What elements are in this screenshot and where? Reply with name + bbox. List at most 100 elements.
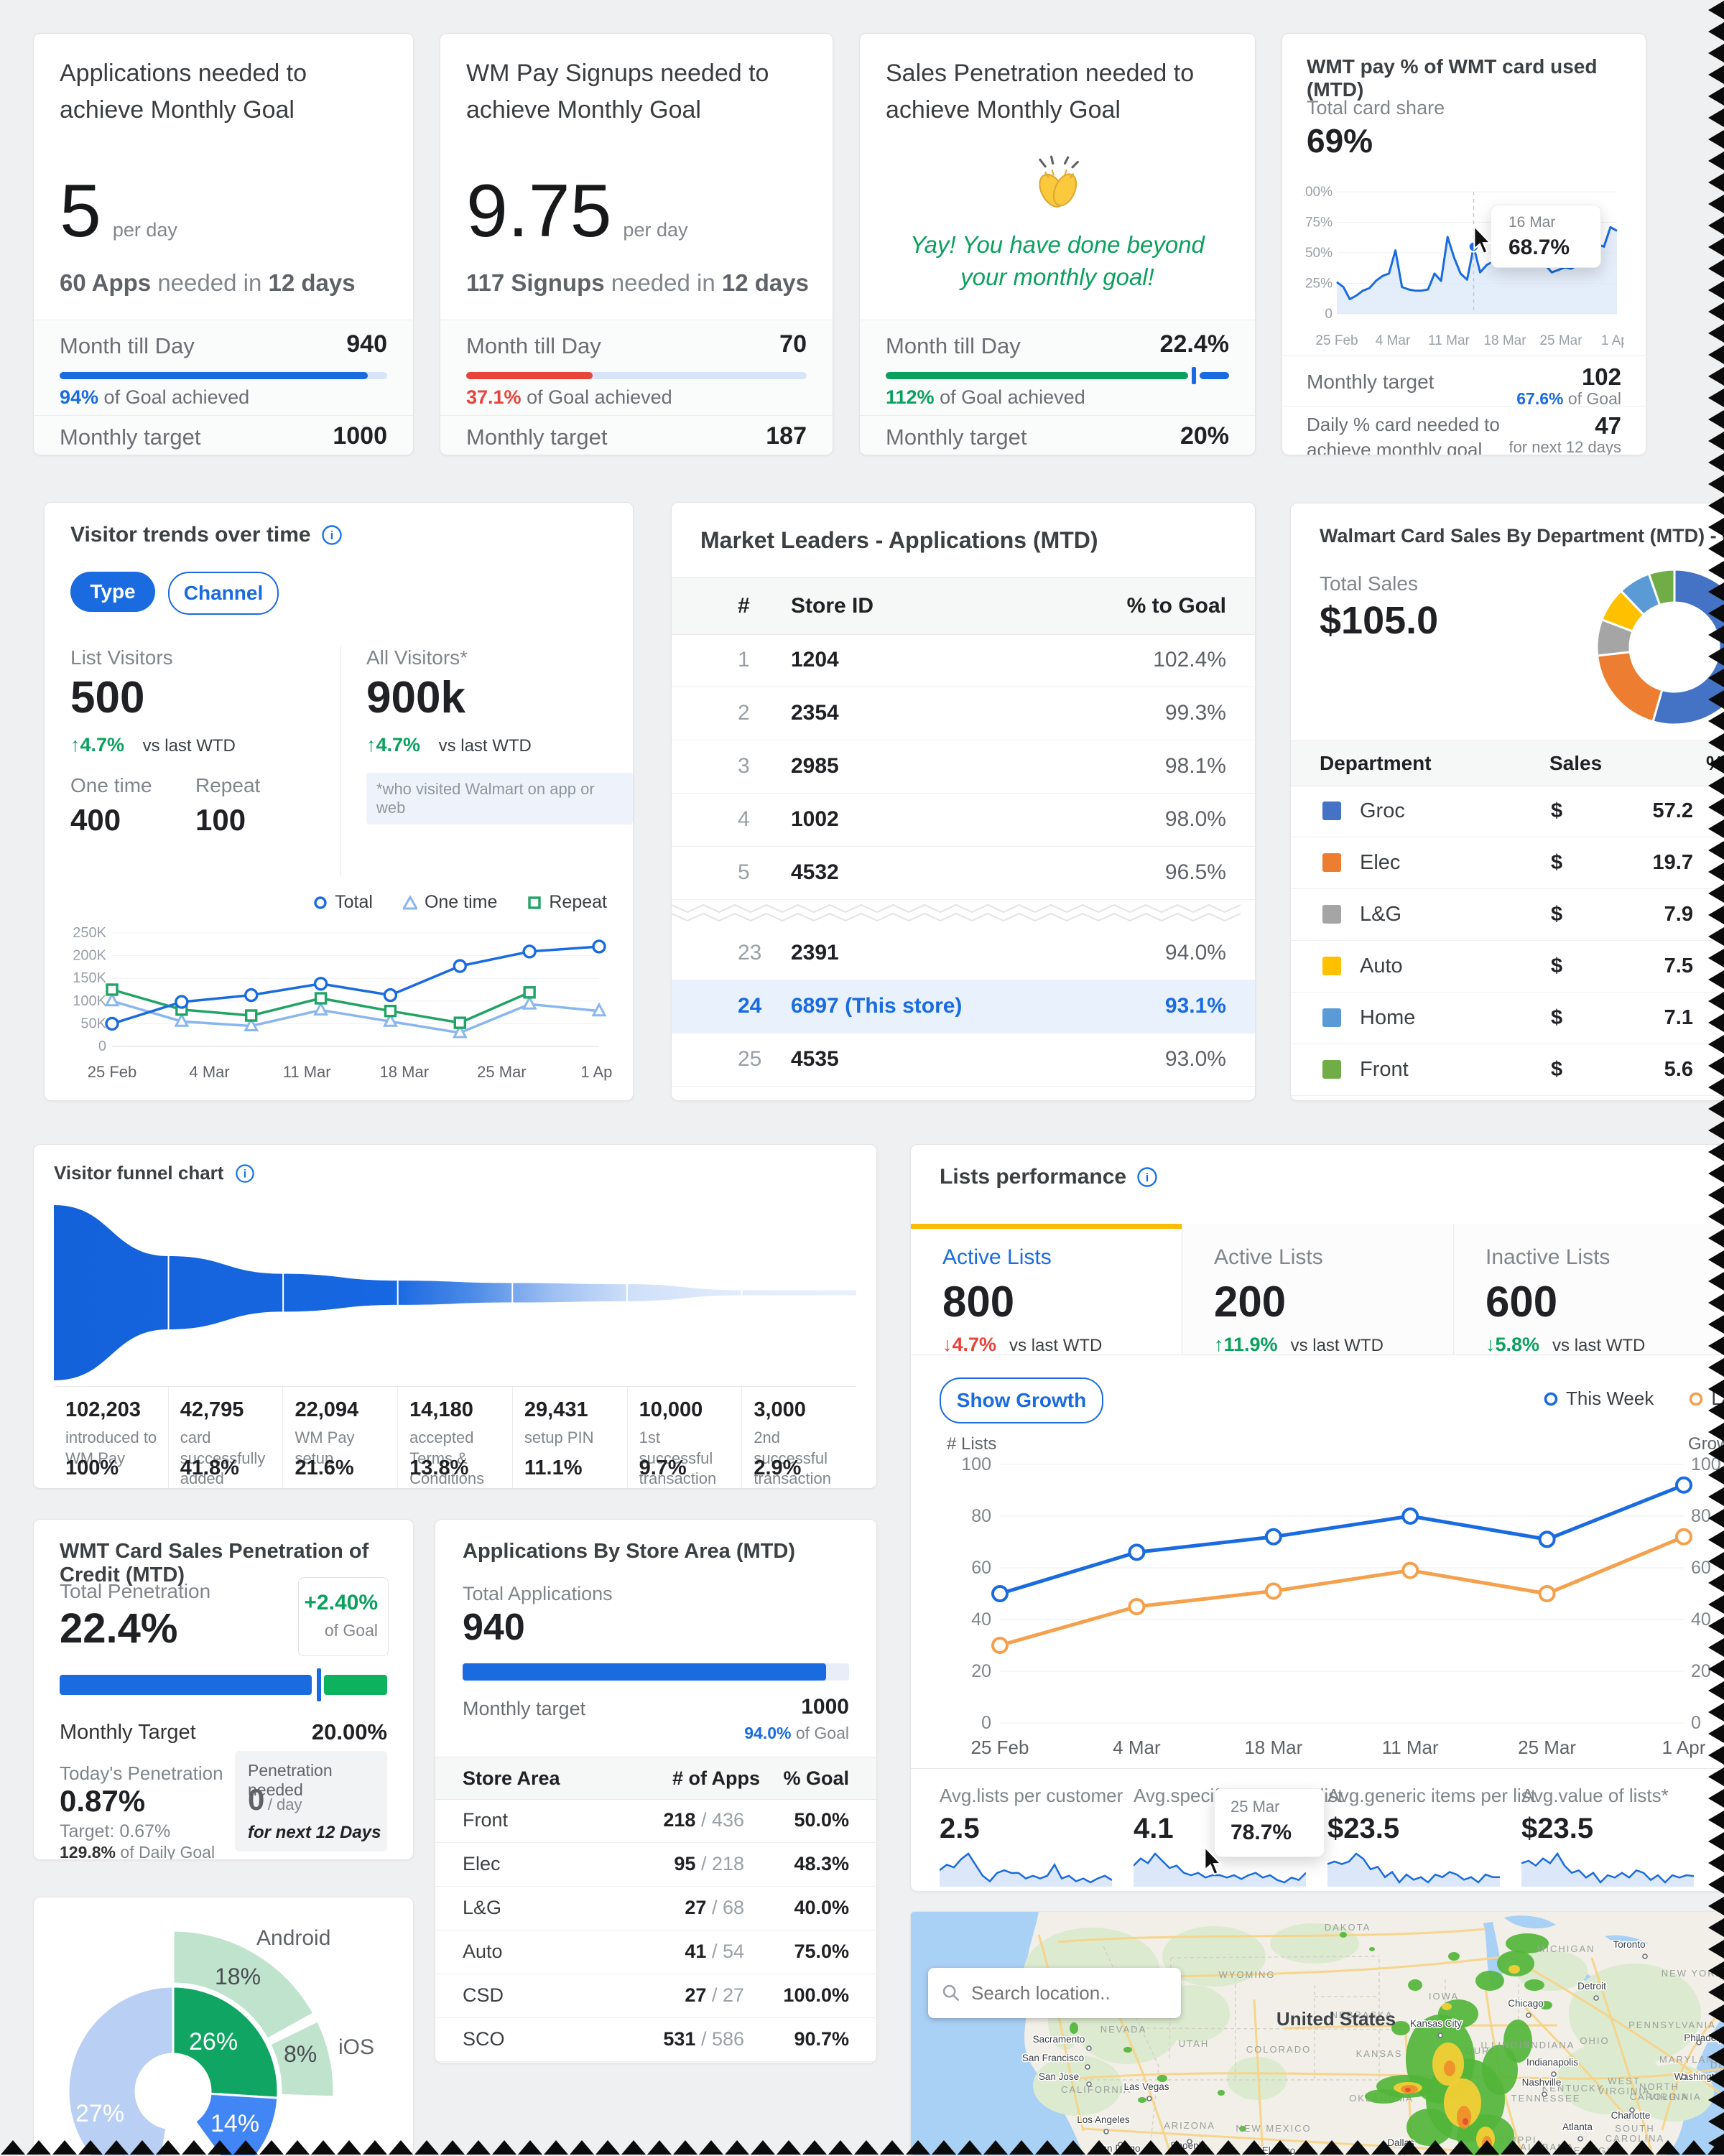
stage-value: 3,000 [754, 1398, 806, 1421]
stat-value: 2.5 [940, 1813, 980, 1844]
goal-sub-caption: 67.6% of Goal [1516, 389, 1621, 408]
table-row[interactable]: 2 2354 99.3% [672, 687, 1255, 740]
dept-color-swatch [1322, 1060, 1341, 1079]
table-row: Auto $7.5 [1291, 940, 1724, 993]
legend-item[interactable]: This Week [1543, 1388, 1654, 1410]
mtd-label: Month till Day [886, 333, 1021, 358]
store-id-cell: 2354 [791, 701, 839, 725]
card-title: Sales Penetration needed to achieve Mont… [886, 60, 1195, 124]
table-row[interactable]: 5 4532 96.5% [672, 846, 1255, 900]
svg-text:50K: 50K [80, 1016, 106, 1031]
card-visitor-trends: Visitor trends over time i Type Channel … [44, 502, 634, 1101]
pct-goal-cell: 94.0% [1164, 941, 1226, 965]
delta-arrow: ↓4.7% [942, 1334, 997, 1355]
card-market-leaders: Market Leaders - Applications (MTD) # St… [671, 502, 1256, 1101]
svg-text:United States: United States [1276, 2008, 1396, 2030]
table-row[interactable]: 25 4535 93.0% [672, 1033, 1255, 1087]
stat-col: Avg.generic items per list $23.5 [1327, 1769, 1536, 1891]
legend-item[interactable]: Total [313, 892, 373, 913]
svg-text:80: 80 [1691, 1506, 1711, 1526]
table-row[interactable]: 3 2985 98.1% [672, 740, 1255, 794]
torn-edge-right [1708, 1, 1724, 2152]
info-icon[interactable]: i [321, 524, 343, 546]
table-row: Elec $19.7 [1291, 837, 1724, 889]
card-title: WM Pay Signups needed to achieve Monthly… [466, 60, 769, 124]
svg-text:Indianapolis: Indianapolis [1526, 2057, 1578, 2068]
info-icon[interactable]: i [235, 1163, 255, 1184]
show-growth-button[interactable]: Show Growth [940, 1377, 1103, 1423]
area-apps: 41 / 54 [685, 1941, 744, 1962]
monthly-target-label: Monthly Target [60, 1721, 196, 1744]
svg-text:40: 40 [971, 1609, 991, 1630]
stage-pct: 2.9% [754, 1456, 802, 1479]
dept-sales-donut-chart [1595, 568, 1724, 726]
stat-value: $23.5 [1521, 1813, 1594, 1844]
penetration-bar [60, 1668, 387, 1701]
card-wmt-pay-share: WMT pay % of WMT card used (MTD) Total c… [1282, 33, 1646, 455]
us-weather-map[interactable]: OKLAHOMAMISSOURIMISSISSIPPIDAKOTAWYOMING… [911, 1912, 1724, 2155]
svg-text:Detroit: Detroit [1577, 1981, 1606, 1992]
table-row[interactable]: 23 2391 94.0% [672, 926, 1255, 980]
legend-item[interactable]: Repeat [527, 892, 607, 913]
legend-item[interactable]: One time [402, 892, 497, 913]
dept-value: 7.9 [1664, 903, 1693, 926]
stage-value: 10,000 [639, 1398, 703, 1421]
table-row[interactable]: 24 6897 (This store) 93.1% [672, 980, 1255, 1033]
dept-value: 7.1 [1664, 1006, 1693, 1029]
toggle-channel[interactable]: Channel [168, 572, 279, 615]
col-pct-goal: % Goal [783, 1767, 849, 1789]
table-row: Groc $57.2 [1291, 785, 1724, 837]
svg-text:Sacramento: Sacramento [1033, 2034, 1085, 2045]
svg-text:San Francisco: San Francisco [1022, 2053, 1084, 2063]
svg-text:KANSAS: KANSAS [1356, 2048, 1403, 2059]
store-id-cell: 6897 (This store) [791, 994, 963, 1018]
area-pct: 40.0% [794, 1897, 849, 1918]
card-map[interactable]: OKLAHOMAMISSOURIMISSISSIPPIDAKOTAWYOMING… [910, 1911, 1724, 2156]
funnel-stage: 29,431 setup PIN 11.1% [511, 1387, 627, 1488]
svg-text:25%: 25% [1305, 277, 1333, 292]
tab-active-lists[interactable]: Active Lists 800 ↓4.7% vs last WTD [911, 1224, 1182, 1355]
dept-value: 57.2 [1652, 799, 1693, 822]
col-num-apps: # of Apps [672, 1767, 761, 1789]
svg-text:i: i [330, 529, 333, 542]
tab-active-lists[interactable]: Active Lists 200 ↑11.9% vs last WTD [1182, 1224, 1453, 1355]
svg-text:25 Mar: 25 Mar [1539, 333, 1582, 348]
svg-text:Atlanta: Atlanta [1562, 2122, 1593, 2132]
svg-text:COLORADO: COLORADO [1246, 2044, 1311, 2055]
table-row[interactable]: 1 1204 102.4% [672, 633, 1255, 687]
svg-text:ARIZONA: ARIZONA [1164, 2120, 1215, 2131]
col-rank: # [738, 594, 750, 618]
svg-text:1 Apr: 1 Apr [1601, 333, 1624, 348]
svg-text:1 Apr: 1 Apr [1662, 1737, 1706, 1758]
tab-inactive-lists[interactable]: Inactive Lists 600 ↓5.8% vs last WTD [1453, 1224, 1724, 1355]
info-icon[interactable]: i [1136, 1166, 1158, 1188]
card-os-share: Android iOS 18% 8% 26% 14% 27% [33, 1897, 414, 2156]
delta-suffix: vs last WTD [1552, 1336, 1646, 1355]
repeat-value: 100 [195, 803, 246, 837]
rank-cell: 5 [738, 860, 750, 884]
svg-text:PENNSYLVANIA: PENNSYLVANIA [1628, 2020, 1716, 2030]
svg-text:VIRGINIA: VIRGINIA [1598, 2086, 1650, 2096]
list-visitors-value: 500 [70, 673, 145, 722]
stage-label: 1st successful transaction [639, 1428, 717, 1488]
svg-text:60: 60 [1691, 1558, 1711, 1578]
svg-text:Chicago: Chicago [1508, 1998, 1544, 2009]
card-applications-goal: Applications needed to achieve Monthly G… [33, 33, 414, 455]
rank-cell: 3 [738, 754, 750, 778]
area-name: Auto [463, 1941, 503, 1962]
svg-text:CAROLINA: CAROLINA [1605, 2133, 1664, 2144]
svg-text:100K: 100K [73, 993, 106, 1009]
daily-needed-label: Daily % card needed to achieve monthly g… [1307, 414, 1500, 455]
svg-text:4 Mar: 4 Mar [189, 1063, 229, 1081]
total-apps-value: 940 [463, 1607, 525, 1648]
ios-label: iOS [338, 2035, 375, 2059]
mouse-cursor-icon [1204, 1847, 1223, 1876]
one-time-value: 400 [70, 803, 121, 837]
table-row: CSD 27 / 27 100.0% [435, 1974, 876, 2018]
table-row[interactable]: 4 1002 98.0% [672, 793, 1255, 847]
wmt-pay-line-chart: 100% 75% 50% 25% 0 25 Feb 4 Mar 11 Mar 18 Mar 25 … [1304, 185, 1624, 348]
toggle-type[interactable]: Type [70, 572, 155, 612]
dept-value: 5.6 [1664, 1058, 1693, 1081]
map-search-box[interactable]: Search location.. [928, 1968, 1181, 2018]
store-id-cell: 1002 [791, 807, 839, 831]
